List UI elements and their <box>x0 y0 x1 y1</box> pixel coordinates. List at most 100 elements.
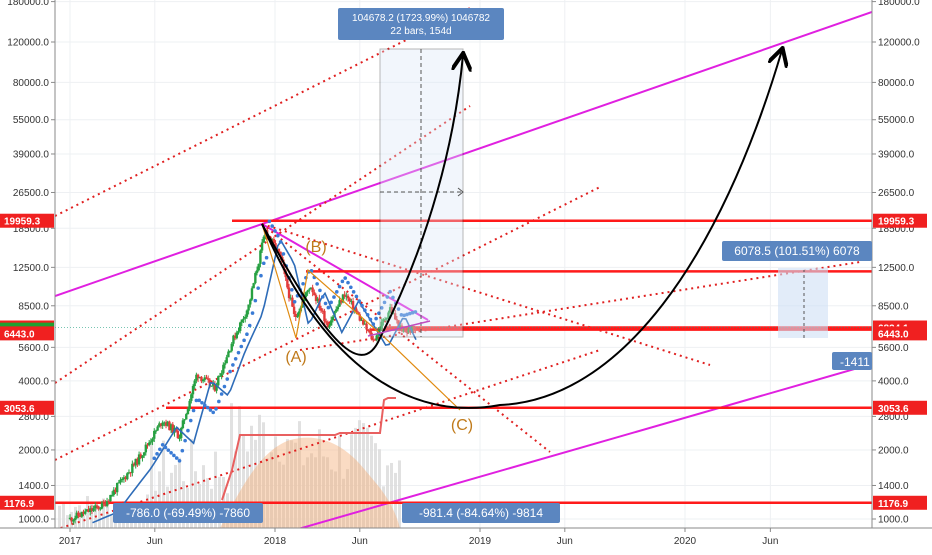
sar-dot <box>202 403 207 407</box>
candle-body <box>279 251 282 257</box>
y-tick-label-right: 8500.0 <box>878 301 909 312</box>
sar-dot <box>259 273 263 278</box>
candle-body <box>304 292 308 298</box>
volume-bar <box>86 496 89 528</box>
sar-dot <box>186 428 190 433</box>
volume-bar <box>282 464 285 528</box>
candle-body <box>105 501 109 506</box>
candle-body <box>272 238 276 244</box>
sar-dot <box>343 276 348 280</box>
volume-bar <box>254 439 257 528</box>
price-tag-left <box>0 326 54 341</box>
sar-dot <box>152 456 157 461</box>
projection-arc-long <box>261 50 782 409</box>
volume-bar <box>242 435 245 528</box>
candle-body <box>114 489 117 493</box>
sar-dot <box>407 311 412 316</box>
candle-body <box>338 300 341 307</box>
sar-dot <box>329 300 333 305</box>
sar-dot <box>264 255 269 260</box>
candle-body <box>119 479 122 483</box>
sar-dot <box>377 311 381 316</box>
candle-body <box>348 298 351 302</box>
sar-dot <box>222 384 227 389</box>
candle-body <box>164 422 168 426</box>
dotted-trendline <box>261 223 551 453</box>
sar-dot <box>290 287 294 292</box>
volume-bar <box>250 425 253 528</box>
y-tick-label-left: 8500.0 <box>18 301 49 312</box>
candle-body <box>355 309 358 313</box>
volume-bar <box>230 403 233 528</box>
candle-body <box>72 520 75 522</box>
sar-dot <box>371 322 376 326</box>
sar-dot <box>233 356 238 361</box>
sar-dot <box>188 418 193 423</box>
candle-body <box>343 294 346 297</box>
candle-body <box>414 328 417 330</box>
candle-body <box>110 494 114 496</box>
sar-dot <box>169 450 173 455</box>
wave-label: (B) <box>305 239 326 256</box>
volume-bar <box>234 451 237 528</box>
volume-bar <box>246 451 249 528</box>
volume-bar <box>94 507 97 528</box>
y-tick-label-left: 120000.0 <box>7 38 49 49</box>
candle-body <box>121 478 124 480</box>
sar-dot <box>292 299 297 304</box>
volume-bar <box>374 443 377 528</box>
sar-dot <box>245 332 249 337</box>
volume-bar <box>390 462 393 528</box>
y-tick-label-left: 12500.0 <box>13 263 50 274</box>
candle-body <box>289 297 292 299</box>
candle-body <box>73 518 77 521</box>
sar-dot <box>396 307 401 311</box>
candle-body <box>223 363 227 365</box>
volume-bar <box>294 442 297 528</box>
candle-body <box>117 482 121 484</box>
sar-dot <box>326 305 331 310</box>
volume-bar <box>274 436 277 528</box>
candle-body <box>178 438 181 440</box>
y-tick-label-right: 1400.0 <box>878 481 909 492</box>
sar-dot <box>208 408 213 412</box>
candle-body <box>262 236 265 243</box>
candle-body <box>319 308 323 311</box>
left-axis-bg <box>0 0 55 550</box>
volume-bar <box>106 501 109 528</box>
candle-body <box>205 377 208 379</box>
sar-dot <box>236 350 241 355</box>
candle-body <box>372 339 375 341</box>
measure-label-text: -1411 <box>840 355 870 369</box>
sar-dot <box>315 282 319 286</box>
volume-bar <box>370 435 373 528</box>
candle-body <box>277 248 281 252</box>
candle-body <box>286 277 289 288</box>
volume-bar <box>62 503 65 528</box>
volume-bar <box>334 471 337 528</box>
candle-body <box>134 458 137 466</box>
y-tick-label-right: 12500.0 <box>878 263 915 274</box>
sar-dot <box>267 219 272 224</box>
measure-label-text: -981.4 (-84.64%) -9814 <box>419 506 543 520</box>
volume-profile-area <box>220 437 400 528</box>
candle-body <box>326 322 329 328</box>
price-tag-label-right: 3053.6 <box>878 404 909 415</box>
volume-bar <box>262 422 265 528</box>
sar-dot <box>253 298 258 303</box>
candle-body <box>367 329 370 332</box>
candle-body <box>361 319 365 325</box>
bottom-axis-bg <box>0 528 932 550</box>
y-tick-label-left: 39000.0 <box>13 149 50 160</box>
channel-upper-line <box>55 11 872 297</box>
price-tag-label-left: 3053.6 <box>4 404 35 415</box>
volume-bar <box>306 457 309 528</box>
sar-dot <box>172 453 176 458</box>
measure-label-box <box>832 352 872 370</box>
candle-body <box>345 295 348 297</box>
volume-bar <box>330 469 333 528</box>
candle-body <box>287 287 291 299</box>
sar-dot <box>163 445 168 450</box>
